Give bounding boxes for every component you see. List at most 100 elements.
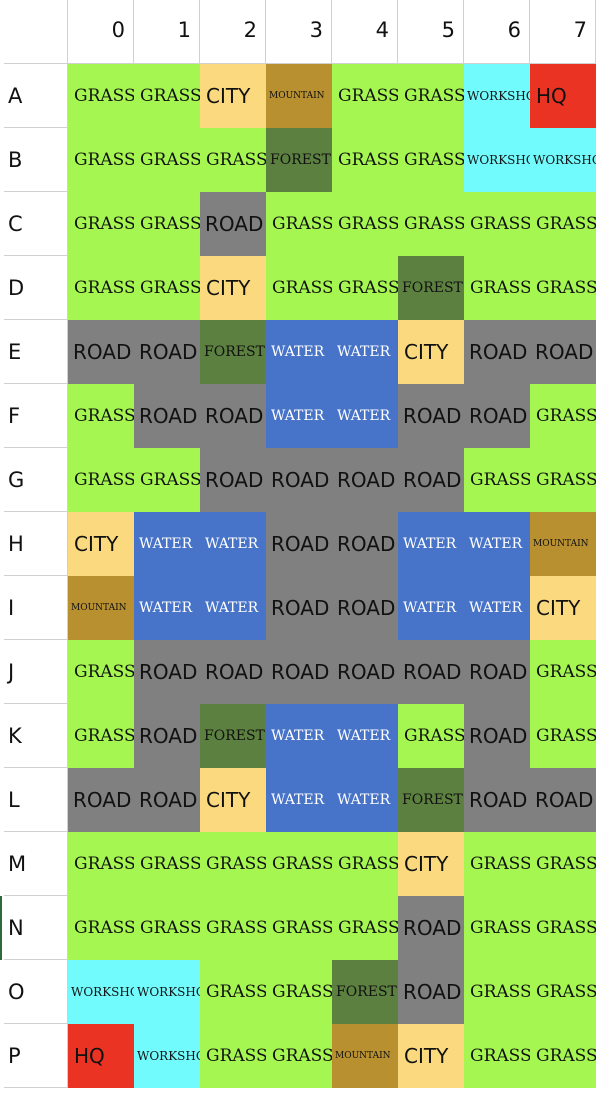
map-cell-k6[interactable]: ROAD xyxy=(464,704,530,768)
map-cell-i4[interactable]: ROAD xyxy=(332,576,398,640)
map-cell-b4[interactable]: GRASS xyxy=(332,128,398,192)
map-cell-c0[interactable]: GRASS xyxy=(68,192,134,256)
map-cell-c7[interactable]: GRASS xyxy=(530,192,596,256)
map-cell-b1[interactable]: GRASS xyxy=(134,128,200,192)
map-cell-o0[interactable]: WORKSHOP xyxy=(68,960,134,1024)
map-cell-i1[interactable]: WATER xyxy=(134,576,200,640)
map-cell-c5[interactable]: GRASS xyxy=(398,192,464,256)
map-cell-p5[interactable]: CITY xyxy=(398,1024,464,1088)
map-cell-h3[interactable]: ROAD xyxy=(266,512,332,576)
map-cell-c6[interactable]: GRASS xyxy=(464,192,530,256)
map-cell-e2[interactable]: FOREST xyxy=(200,320,266,384)
map-cell-k1[interactable]: ROAD xyxy=(134,704,200,768)
map-cell-n5[interactable]: ROAD xyxy=(398,896,464,960)
map-cell-a1[interactable]: GRASS xyxy=(134,64,200,128)
row-header-i[interactable]: I xyxy=(4,576,68,640)
map-cell-b0[interactable]: GRASS xyxy=(68,128,134,192)
map-cell-a3[interactable]: MOUNTAIN xyxy=(266,64,332,128)
map-cell-e3[interactable]: WATER xyxy=(266,320,332,384)
map-cell-p0[interactable]: HQ xyxy=(68,1024,134,1088)
map-cell-d4[interactable]: GRASS xyxy=(332,256,398,320)
map-cell-m4[interactable]: GRASS xyxy=(332,832,398,896)
map-cell-f3[interactable]: WATER xyxy=(266,384,332,448)
map-cell-i6[interactable]: WATER xyxy=(464,576,530,640)
map-cell-a4[interactable]: GRASS xyxy=(332,64,398,128)
row-header-m[interactable]: M xyxy=(4,832,68,896)
map-cell-m5[interactable]: CITY xyxy=(398,832,464,896)
map-cell-j7[interactable]: GRASS xyxy=(530,640,596,704)
map-cell-e6[interactable]: ROAD xyxy=(464,320,530,384)
map-cell-l5[interactable]: FOREST xyxy=(398,768,464,832)
map-cell-b7[interactable]: WORKSHOP xyxy=(530,128,596,192)
map-cell-d3[interactable]: GRASS xyxy=(266,256,332,320)
row-header-b[interactable]: B xyxy=(4,128,68,192)
map-cell-n1[interactable]: GRASS xyxy=(134,896,200,960)
map-cell-o6[interactable]: GRASS xyxy=(464,960,530,1024)
map-cell-l0[interactable]: ROAD xyxy=(68,768,134,832)
row-header-e[interactable]: E xyxy=(4,320,68,384)
map-cell-h5[interactable]: WATER xyxy=(398,512,464,576)
map-cell-e1[interactable]: ROAD xyxy=(134,320,200,384)
map-cell-d0[interactable]: GRASS xyxy=(68,256,134,320)
map-cell-e0[interactable]: ROAD xyxy=(68,320,134,384)
column-header-3[interactable]: 3 xyxy=(266,0,332,64)
map-cell-p6[interactable]: GRASS xyxy=(464,1024,530,1088)
map-cell-j6[interactable]: ROAD xyxy=(464,640,530,704)
map-cell-h6[interactable]: WATER xyxy=(464,512,530,576)
map-cell-e5[interactable]: CITY xyxy=(398,320,464,384)
map-cell-f4[interactable]: WATER xyxy=(332,384,398,448)
map-cell-m0[interactable]: GRASS xyxy=(68,832,134,896)
map-cell-b6[interactable]: WORKSHOP xyxy=(464,128,530,192)
row-header-o[interactable]: O xyxy=(4,960,68,1024)
row-header-n[interactable]: N xyxy=(4,896,68,960)
map-cell-i3[interactable]: ROAD xyxy=(266,576,332,640)
map-cell-i0[interactable]: MOUNTAIN xyxy=(68,576,134,640)
map-cell-p3[interactable]: GRASS xyxy=(266,1024,332,1088)
map-cell-m1[interactable]: GRASS xyxy=(134,832,200,896)
map-cell-k5[interactable]: GRASS xyxy=(398,704,464,768)
map-cell-h4[interactable]: ROAD xyxy=(332,512,398,576)
map-cell-g7[interactable]: GRASS xyxy=(530,448,596,512)
row-header-f[interactable]: F xyxy=(4,384,68,448)
map-cell-n2[interactable]: GRASS xyxy=(200,896,266,960)
map-cell-f6[interactable]: ROAD xyxy=(464,384,530,448)
map-cell-o4[interactable]: FOREST xyxy=(332,960,398,1024)
map-cell-o1[interactable]: WORKSHOP xyxy=(134,960,200,1024)
row-header-l[interactable]: L xyxy=(4,768,68,832)
map-cell-b5[interactable]: GRASS xyxy=(398,128,464,192)
map-cell-k2[interactable]: FOREST xyxy=(200,704,266,768)
map-cell-n7[interactable]: GRASS xyxy=(530,896,596,960)
map-cell-m2[interactable]: GRASS xyxy=(200,832,266,896)
map-cell-m3[interactable]: GRASS xyxy=(266,832,332,896)
map-cell-g2[interactable]: ROAD xyxy=(200,448,266,512)
column-header-2[interactable]: 2 xyxy=(200,0,266,64)
map-cell-n6[interactable]: GRASS xyxy=(464,896,530,960)
row-header-a[interactable]: A xyxy=(4,64,68,128)
map-cell-j4[interactable]: ROAD xyxy=(332,640,398,704)
column-header-7[interactable]: 7 xyxy=(530,0,596,64)
map-cell-e7[interactable]: ROAD xyxy=(530,320,596,384)
map-cell-n4[interactable]: GRASS xyxy=(332,896,398,960)
row-header-g[interactable]: G xyxy=(4,448,68,512)
map-cell-o3[interactable]: GRASS xyxy=(266,960,332,1024)
map-cell-l1[interactable]: ROAD xyxy=(134,768,200,832)
map-cell-h2[interactable]: WATER xyxy=(200,512,266,576)
map-cell-f2[interactable]: ROAD xyxy=(200,384,266,448)
map-cell-j5[interactable]: ROAD xyxy=(398,640,464,704)
map-cell-o2[interactable]: GRASS xyxy=(200,960,266,1024)
map-cell-e4[interactable]: WATER xyxy=(332,320,398,384)
map-cell-j1[interactable]: ROAD xyxy=(134,640,200,704)
map-cell-c1[interactable]: GRASS xyxy=(134,192,200,256)
map-cell-l4[interactable]: WATER xyxy=(332,768,398,832)
map-cell-b2[interactable]: GRASS xyxy=(200,128,266,192)
map-cell-n3[interactable]: GRASS xyxy=(266,896,332,960)
row-header-k[interactable]: K xyxy=(4,704,68,768)
map-cell-h1[interactable]: WATER xyxy=(134,512,200,576)
map-cell-p7[interactable]: GRASS xyxy=(530,1024,596,1088)
map-cell-p2[interactable]: GRASS xyxy=(200,1024,266,1088)
map-cell-m7[interactable]: GRASS xyxy=(530,832,596,896)
map-cell-i7[interactable]: CITY xyxy=(530,576,596,640)
map-cell-l6[interactable]: ROAD xyxy=(464,768,530,832)
map-cell-i2[interactable]: WATER xyxy=(200,576,266,640)
map-cell-g4[interactable]: ROAD xyxy=(332,448,398,512)
